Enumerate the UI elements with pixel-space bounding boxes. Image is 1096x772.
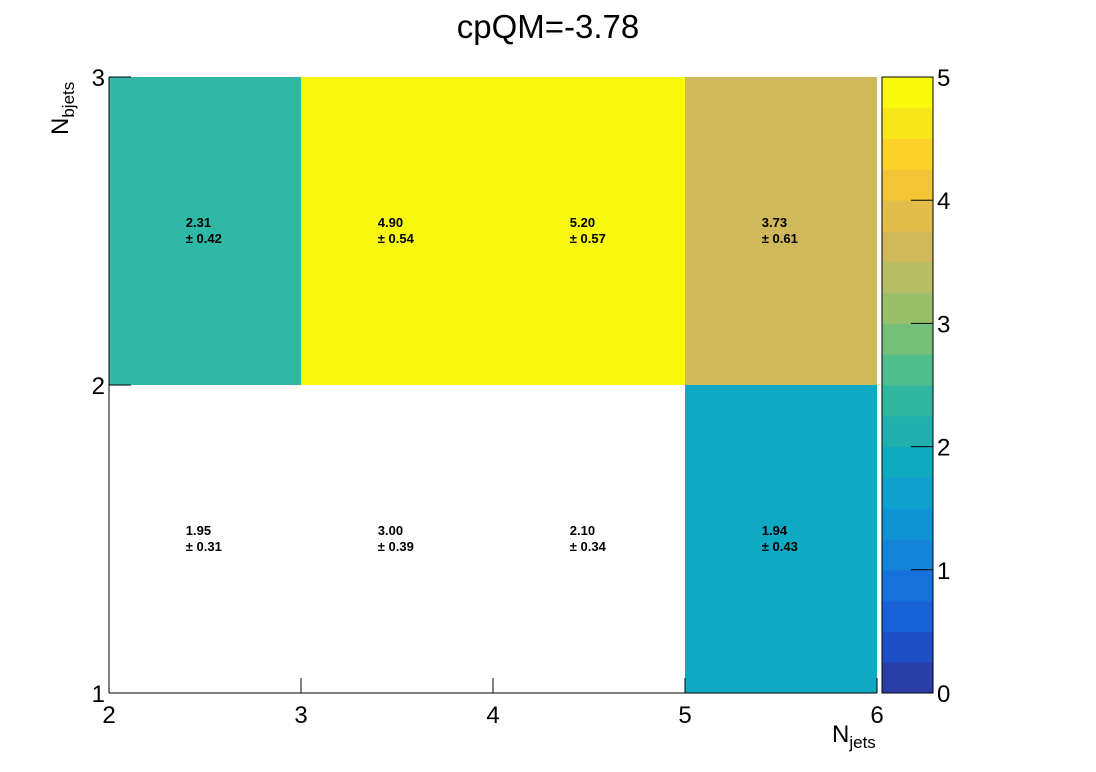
palette-band	[882, 354, 933, 386]
heatmap-cell	[109, 77, 301, 385]
palette-band	[882, 539, 933, 571]
palette-band	[882, 631, 933, 663]
cell-error-label: ± 0.42	[186, 231, 222, 246]
x-tick-label: 6	[870, 702, 883, 729]
palette-band	[882, 200, 933, 232]
cell-value-label: 2.10	[570, 523, 595, 538]
cell-labels: 2.31± 0.42 4.90± 0.54 5.20± 0.57 3.73± 0.61…	[186, 215, 798, 554]
color-scale: 0 1 2 3 4 5	[881, 65, 950, 708]
chart-title: cpQM=-3.78	[457, 8, 640, 45]
x-tick-label: 5	[678, 702, 691, 729]
palette-band	[882, 508, 933, 540]
cell-value-label: 4.90	[378, 215, 403, 230]
axis-titles: Njets Nbjets	[47, 82, 876, 752]
cell-value-label: 3.73	[762, 215, 787, 230]
palette-band	[882, 292, 933, 324]
palette-tick-label: 4	[937, 188, 950, 215]
x-axis-label-base: N	[832, 721, 849, 748]
palette-band	[882, 415, 933, 448]
x-tick-label: 4	[486, 702, 499, 729]
palette-band	[882, 231, 933, 263]
palette-band	[882, 600, 933, 632]
cell-error-label: ± 0.61	[762, 231, 798, 246]
palette-band	[882, 569, 933, 602]
x-tick-label: 3	[294, 702, 307, 729]
palette-band	[882, 77, 933, 109]
cell-error-label: ± 0.39	[378, 539, 414, 554]
heatmap-cell	[493, 385, 685, 693]
palette-tick-label: 3	[937, 311, 950, 338]
cell-error-label: ± 0.54	[378, 231, 415, 246]
heatmap-cell	[109, 385, 301, 693]
y-tick-label: 1	[92, 681, 105, 708]
palette-frame	[881, 76, 934, 694]
palette-tick-label: 0	[937, 681, 950, 708]
palette-band	[882, 385, 933, 417]
cell-error-label: ± 0.34	[570, 539, 607, 554]
palette-band	[882, 261, 933, 294]
cell-value-label: 1.94	[762, 523, 788, 538]
palette-tick-label: 1	[937, 558, 950, 585]
palette-band	[882, 323, 933, 355]
palette-band	[882, 477, 933, 509]
heatmap-cells	[109, 77, 877, 693]
heatmap-cell	[301, 385, 493, 693]
x-axis-label: Njets	[832, 721, 876, 752]
x-axis-label-sub: jets	[848, 733, 875, 752]
cell-value-label: 2.31	[186, 215, 211, 230]
x-tick-label: 2	[102, 702, 115, 729]
y-axis-label-sub: bjets	[59, 82, 78, 118]
palette-band	[882, 107, 933, 140]
heatmap-cell	[685, 385, 877, 693]
cell-value-label: 1.95	[186, 523, 211, 538]
palette-band	[882, 169, 933, 201]
heatmap-cell	[493, 77, 685, 385]
heatmap-cell	[301, 77, 493, 385]
palette-tick-label: 5	[937, 65, 950, 92]
cell-error-label: ± 0.57	[570, 231, 606, 246]
y-tick-label: 3	[92, 65, 105, 92]
y-axis-label: Nbjets	[47, 82, 78, 135]
palette-band	[882, 662, 933, 694]
cell-error-label: ± 0.43	[762, 539, 798, 554]
palette-tick-label: 2	[937, 435, 950, 462]
palette-band	[882, 138, 933, 170]
palette-band	[882, 446, 933, 478]
heatmap-cell	[685, 77, 877, 385]
cell-value-label: 3.00	[378, 523, 403, 538]
cell-error-label: ± 0.31	[186, 539, 222, 554]
cell-value-label: 5.20	[570, 215, 595, 230]
y-axis-label-base: N	[47, 118, 74, 135]
y-tick-label: 2	[92, 373, 105, 400]
